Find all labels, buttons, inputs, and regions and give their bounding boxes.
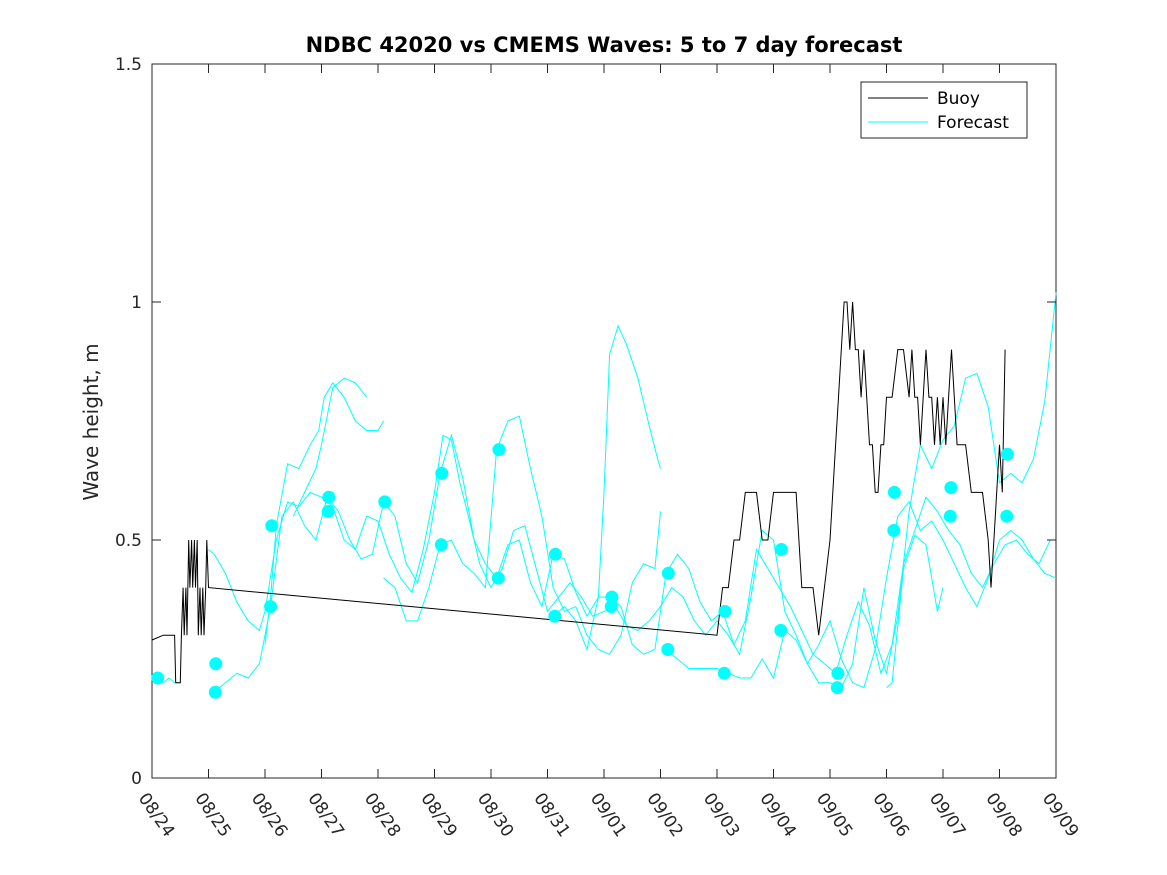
forecast-marker xyxy=(548,547,562,561)
y-tick-label: 0 xyxy=(131,769,142,789)
forecast-marker xyxy=(321,504,335,518)
forecast-marker xyxy=(774,543,788,556)
forecast-marker xyxy=(548,609,562,623)
forecast-marker xyxy=(830,681,844,695)
forecast-marker xyxy=(887,485,901,499)
buoy-line xyxy=(151,301,1006,684)
forecast-marker xyxy=(718,604,732,618)
legend-buoy-label: Buoy xyxy=(937,89,980,109)
forecast-line-5 xyxy=(383,415,661,655)
plot-area xyxy=(151,63,1057,779)
y-tick-label: 1 xyxy=(131,293,142,313)
forecast-marker xyxy=(378,495,392,509)
forecast-marker xyxy=(492,443,506,457)
forecast-markers xyxy=(151,443,1014,699)
forecast-marker xyxy=(1000,447,1014,461)
forecast-marker xyxy=(265,519,279,533)
y-axis-label: Wave height, m xyxy=(79,343,103,500)
forecast-marker xyxy=(209,657,223,671)
legend-box xyxy=(860,81,1028,139)
forecast-marker xyxy=(1000,509,1014,523)
forecast-marker xyxy=(831,666,845,680)
legend-forecast-label: Forecast xyxy=(937,113,1009,133)
forecast-marker xyxy=(661,643,675,656)
forecast-line-8 xyxy=(886,534,944,688)
forecast-marker xyxy=(774,623,788,637)
forecast-line-6 xyxy=(552,324,661,652)
forecast-marker xyxy=(208,685,222,699)
plot-frame xyxy=(151,63,1057,779)
forecast-marker xyxy=(717,666,731,680)
forecast-line-2 xyxy=(213,433,1051,693)
forecast-marker xyxy=(887,524,901,537)
y-tick-label: 1.5 xyxy=(115,55,142,75)
y-tick-label: 0.5 xyxy=(115,531,142,551)
buoy-series-line xyxy=(151,301,1006,684)
forecast-marker xyxy=(322,490,336,504)
chart-title: NDBC 42020 vs CMEMS Waves: 5 to 7 day fo… xyxy=(306,33,903,57)
forecast-marker xyxy=(151,671,165,685)
forecast-marker xyxy=(434,538,448,552)
forecast-line-3 xyxy=(264,382,385,645)
forecast-marker xyxy=(605,590,619,604)
legend: Buoy Forecast xyxy=(860,81,1028,139)
forecast-marker xyxy=(943,509,957,523)
forecast-marker xyxy=(491,571,505,585)
forecast-marker xyxy=(264,600,278,614)
forecast-marker xyxy=(435,466,449,480)
forecast-marker xyxy=(661,566,675,580)
forecast-line-4 xyxy=(292,377,368,517)
y-axis: 0 0.5 1 1.5 xyxy=(115,55,1056,789)
forecast-marker xyxy=(604,600,618,614)
forecast-marker xyxy=(944,481,958,495)
